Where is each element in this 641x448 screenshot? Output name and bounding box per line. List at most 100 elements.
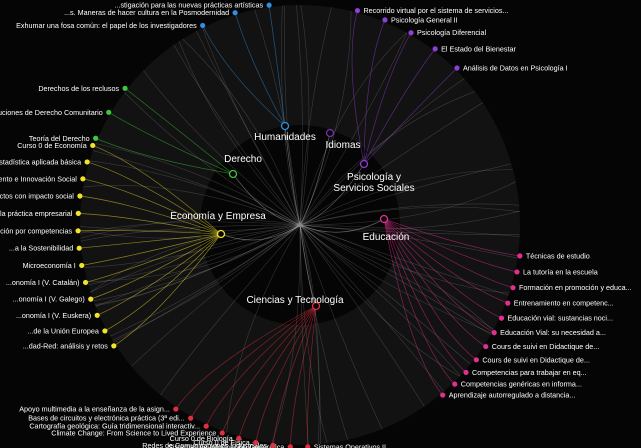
leaf-label-aprendizaje-autorregulado-a-distancia[interactable]: Aprendizaje autorregulado a distancia... <box>449 391 576 400</box>
leaf-label-cours-de-suivi-en-didactique-de[interactable]: Cours de suivi en Didactique de... <box>492 342 599 351</box>
leaf-label-competencias-para-trabajar-en-eq[interactable]: Competencias para trabajar en eq... <box>472 368 587 377</box>
leaf-node[interactable] <box>93 135 99 141</box>
leaf-node[interactable] <box>82 279 89 286</box>
leaf-label-climate-change-from-science-to-lived-exp[interactable]: Climate Change: From Science to Lived Ex… <box>51 428 216 437</box>
leaf-node[interactable] <box>94 312 100 318</box>
leaf-node[interactable] <box>498 315 505 321</box>
hub-node-educacion[interactable] <box>379 214 389 224</box>
leaf-node[interactable] <box>80 176 86 182</box>
leaf-label-uciones-de-derecho-comunitario[interactable]: ...uciones de Derecho Comunitario <box>0 108 103 117</box>
leaf-label-sistemas-operativos-ii[interactable]: Sistemas Operativos II <box>314 442 386 448</box>
leaf-node[interactable] <box>452 381 458 387</box>
leaf-label-sistemas-de-informaci-n-geogr-fica[interactable]: Sistemas de Información Geográfica <box>168 442 284 448</box>
leaf-node[interactable] <box>77 193 83 199</box>
leaf-label-recorrido-virtual-por-el-sistema-de-serv[interactable]: Recorrido virtual por el sistema de serv… <box>363 6 508 15</box>
leaf-node[interactable] <box>270 442 276 448</box>
leaf-node[interactable] <box>473 357 479 363</box>
leaf-node[interactable] <box>106 109 112 115</box>
leaf-node[interactable] <box>90 142 96 149</box>
leaf-label-competencias-gen-ricas-en-informa[interactable]: Competencias genéricas en informa... <box>461 380 582 389</box>
leaf-label-derechos-de-los-reclusos[interactable]: Derechos de los reclusos <box>38 84 119 93</box>
leaf-label-el-estado-del-bienestar[interactable]: El Estado del Bienestar <box>441 44 516 53</box>
hub-node-psicologia[interactable] <box>359 159 369 169</box>
leaf-node[interactable] <box>79 262 85 269</box>
leaf-label-microeconom-a-i[interactable]: Microeconomía I <box>23 261 76 270</box>
leaf-node[interactable] <box>483 343 489 350</box>
leaf-node[interactable] <box>440 392 446 398</box>
leaf-label-dad-red-an-lisis-y-retos[interactable]: ...dad-Red: análisis y retos <box>23 341 108 350</box>
leaf-node[interactable] <box>122 85 128 91</box>
leaf-node[interactable] <box>491 330 497 336</box>
leaf-label-onom-a-i-v-catal-n[interactable]: ...onomía I (V. Catalán) <box>6 278 80 287</box>
leaf-label-exhumar-una-fosa-com-n-el-papel-de-los-i[interactable]: Exhumar una fosa común: el papel de los … <box>16 21 197 30</box>
leaf-node[interactable] <box>408 30 414 36</box>
leaf-node[interactable] <box>102 328 108 334</box>
leaf-label-psicolog-a-diferencial[interactable]: Psicología Diferencial <box>417 28 487 37</box>
leaf-label-entrenamiento-en-competenc[interactable]: Entrenamiento en competenc... <box>514 299 614 308</box>
leaf-node[interactable] <box>188 415 194 421</box>
leaf-label-t-cnicas-de-estudio[interactable]: Técnicas de estudio <box>526 251 590 260</box>
leaf-node[interactable] <box>253 439 259 446</box>
leaf-node[interactable] <box>505 300 511 306</box>
leaf-node[interactable] <box>463 369 469 375</box>
leaf-label-teor-a-del-derecho[interactable]: Teoría del Derecho <box>29 134 90 143</box>
leaf-label-curso-0-de-biolog-a[interactable]: Curso 0 de Biología <box>170 434 233 443</box>
hub-node-humanidades[interactable] <box>280 121 290 131</box>
leaf-label-stigaci-n-para-las-nuevas-pr-cticas-art-[interactable]: ...stigación para las nuevas prácticas a… <box>114 1 263 10</box>
leaf-label-y-la-pr-ctica-empresarial[interactable]: ...y la práctica empresarial <box>0 209 73 218</box>
hub-node-derecho[interactable] <box>228 169 238 179</box>
hub-label-ciencias[interactable]: Ciencias y Tecnología <box>246 295 344 306</box>
leaf-node[interactable] <box>173 406 179 412</box>
hub-node-ciencias[interactable] <box>311 301 321 311</box>
hub-label-psicologia[interactable]: Psicología y Servicios Sociales <box>333 172 414 194</box>
leaf-label-redes-de-comunicaciones-industriales[interactable]: Redes de Comunicaciones Industriales <box>142 441 267 448</box>
leaf-label-educaci-n-vial-su-necesidad-a[interactable]: Educación Vial: su necesidad a... <box>500 328 606 337</box>
leaf-node[interactable] <box>236 435 242 442</box>
leaf-node[interactable] <box>203 423 209 429</box>
leaf-label-curso-0-de-econom-a[interactable]: Curso 0 de Economía <box>17 141 87 150</box>
leaf-label-an-lisis-de-datos-en-psicolog-a-i[interactable]: Análisis de Datos en Psicología I <box>463 64 568 73</box>
leaf-node[interactable] <box>84 159 90 165</box>
leaf-label-educaci-n-vial-sustancias-noci[interactable]: Educación vial: sustancias noci... <box>508 314 613 323</box>
leaf-node[interactable] <box>354 7 361 14</box>
hub-label-derecho[interactable]: Derecho <box>224 154 262 165</box>
leaf-label-ci-n-por-competencias[interactable]: ...ción por competencias <box>0 226 72 235</box>
leaf-label-formaci-n-en-promoci-n-y-educa[interactable]: Formación en promoción y educa... <box>519 283 632 292</box>
leaf-label-cours-de-suivi-en-didactique-de[interactable]: Cours de suivi en Didactique de... <box>482 355 589 364</box>
leaf-node[interactable] <box>200 22 206 29</box>
leaf-node[interactable] <box>232 10 238 16</box>
leaf-node[interactable] <box>510 285 516 291</box>
leaf-label-la-tutor-a-en-la-escuela[interactable]: La tutoría en la escuela <box>523 267 598 276</box>
leaf-node[interactable] <box>266 2 272 8</box>
leaf-node[interactable] <box>76 245 82 251</box>
hub-label-educacion[interactable]: Educación <box>363 232 410 243</box>
leaf-label-apoyo-multimedia-a-la-ense-anza-de-la-as[interactable]: Apoyo multimedia a la enseñanza de la as… <box>19 405 170 414</box>
leaf-label-oyectos-con-impacto-social[interactable]: ...oyectos con impacto social <box>0 192 74 201</box>
hub-label-humanidades[interactable]: Humanidades <box>254 132 316 143</box>
leaf-node[interactable] <box>88 296 94 302</box>
leaf-label-cartograf-a-geol-gica-gu-a-tridimensiona[interactable]: Cartografía geológica: Guía tridimension… <box>29 422 200 431</box>
leaf-node[interactable] <box>287 444 293 448</box>
leaf-node[interactable] <box>111 343 117 349</box>
leaf-label-s-maneras-de-hacer-cultura-en-la-posmode[interactable]: ...s. Maneras de hacer cultura en la Pos… <box>64 8 229 17</box>
leaf-label-bases-de-circuitos-y-electr-nica-pr-ctic[interactable]: Bases de circuitos y electrónica práctic… <box>28 414 184 423</box>
hub-label-idiomas[interactable]: Idiomas <box>325 140 360 151</box>
leaf-label-psicolog-a-general-ii[interactable]: Psicología General II <box>391 15 458 24</box>
leaf-node[interactable] <box>514 269 520 275</box>
leaf-label-curso-0-de-f-sica[interactable]: Curso 0 de Física <box>193 438 249 447</box>
leaf-node[interactable] <box>517 253 523 259</box>
leaf-node[interactable] <box>75 228 81 234</box>
leaf-label-onom-a-i-v-euskera[interactable]: ...onomía I (V. Euskera) <box>16 311 91 320</box>
leaf-node[interactable] <box>219 430 225 436</box>
leaf-label-0-de-estad-stica-aplicada-b-sica[interactable]: ...0 de Estadística aplicada básica <box>0 157 81 166</box>
hub-label-economia[interactable]: Economía y Empresa <box>170 211 266 222</box>
leaf-label-onom-a-i-v-galego[interactable]: ...onomía I (V. Galego) <box>13 295 85 304</box>
leaf-node[interactable] <box>432 46 438 52</box>
hub-node-idiomas[interactable] <box>325 128 335 138</box>
leaf-node[interactable] <box>382 17 388 23</box>
leaf-label-dimiento-e-innovaci-n-social[interactable]: ...dimiento e Innovación Social <box>0 174 77 183</box>
leaf-label-de-la-uni-n-europea[interactable]: ...de la Unión Europea <box>27 326 99 335</box>
hub-node-economia[interactable] <box>216 229 226 239</box>
leaf-node[interactable] <box>305 444 311 448</box>
leaf-label-a-la-sostenibilidad[interactable]: ...a la Sostenibilidad <box>9 244 73 253</box>
